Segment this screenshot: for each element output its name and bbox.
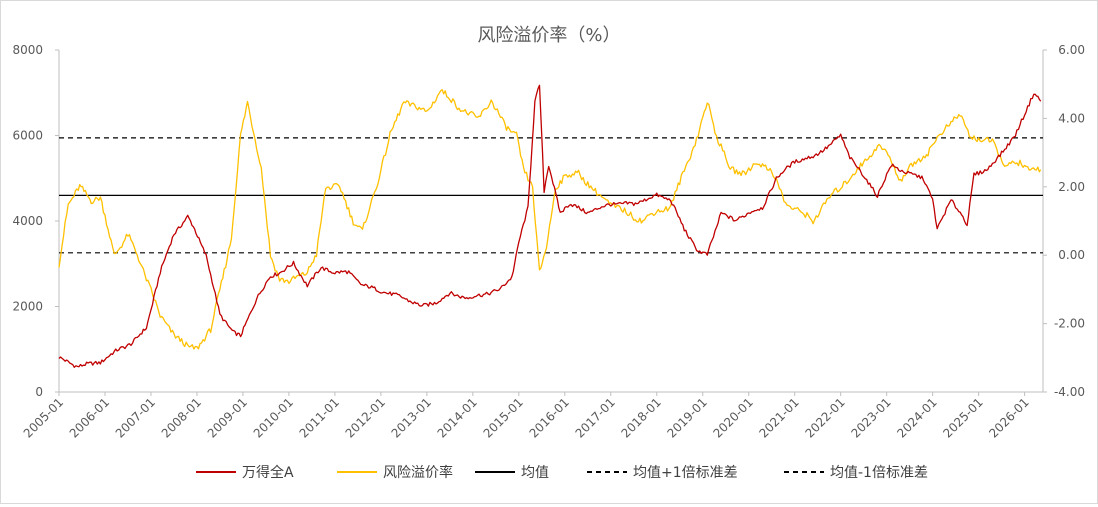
risk-premium-line xyxy=(58,89,1042,350)
x-tick-label: 2009-01 xyxy=(205,395,250,440)
x-tick-label: 2021-01 xyxy=(756,395,801,440)
x-tick-label: 2011-01 xyxy=(297,395,342,440)
y-right-tick-label: -4.00 xyxy=(1054,385,1085,399)
chart-title: 风险溢价率（%） xyxy=(477,25,620,46)
x-tick-label: 2013-01 xyxy=(389,395,434,440)
x-tick-label: 2018-01 xyxy=(619,395,664,440)
legend-wind-a-label: 万得全A xyxy=(242,464,294,481)
x-tick-label: 2015-01 xyxy=(481,395,526,440)
legend-mean-minus-1sd-label: 均值-1倍标准差 xyxy=(830,465,928,481)
legend-mean-label: 均值 xyxy=(521,465,549,481)
reference-lines xyxy=(59,137,1043,254)
wind-a-index-line xyxy=(58,84,1042,368)
x-tick-label: 2017-01 xyxy=(573,395,618,440)
x-tick-label: 2010-01 xyxy=(251,395,296,440)
x-tick-label: 2007-01 xyxy=(113,395,158,440)
y-right-tick-label: 6.00 xyxy=(1058,43,1085,57)
y-left-tick-label: 0 xyxy=(35,385,43,399)
x-tick-label: 2014-01 xyxy=(435,395,480,440)
y-right-tick-label: 4.00 xyxy=(1058,111,1085,125)
y-left-tick-label: 6000 xyxy=(12,129,43,143)
y-right-tick-label: -2.00 xyxy=(1054,317,1085,331)
x-tick-label: 2026-01 xyxy=(986,395,1031,440)
x-tick-label: 2025-01 xyxy=(940,395,985,440)
y-left-tick-label: 2000 xyxy=(12,300,43,314)
x-tick-label: 2023-01 xyxy=(848,395,893,440)
y-right-tick-label: 2.00 xyxy=(1058,180,1085,194)
x-tick-label: 2020-01 xyxy=(710,395,755,440)
y-left-tick-label: 4000 xyxy=(12,214,43,228)
legend-mean-plus-1sd-label: 均值+1倍标准差 xyxy=(633,465,738,481)
legend-risk-premium-label: 风险溢价率 xyxy=(383,464,453,481)
x-tick-label: 2019-01 xyxy=(665,395,710,440)
x-tick-label: 2024-01 xyxy=(894,395,939,440)
series-lines xyxy=(58,84,1042,368)
y-right-tick-label: 0.00 xyxy=(1058,248,1085,262)
y-left-tick-label: 8000 xyxy=(12,43,43,57)
legend: 万得全A 风险溢价率 均值 均值+1倍标准差 均值-1倍标准差 xyxy=(196,464,928,481)
x-tick-label: 2016-01 xyxy=(527,395,572,440)
x-tick-label: 2005-01 xyxy=(21,395,66,440)
axes: 0 2000 4000 6000 8000 -4.00 -2.00 0.00 2.00 4.00 6… xyxy=(12,43,1085,441)
x-tick-label: 2012-01 xyxy=(343,395,388,440)
x-tick-label: 2022-01 xyxy=(802,395,847,440)
x-tick-label: 2006-01 xyxy=(67,395,112,440)
x-tick-label: 2008-01 xyxy=(159,395,204,440)
